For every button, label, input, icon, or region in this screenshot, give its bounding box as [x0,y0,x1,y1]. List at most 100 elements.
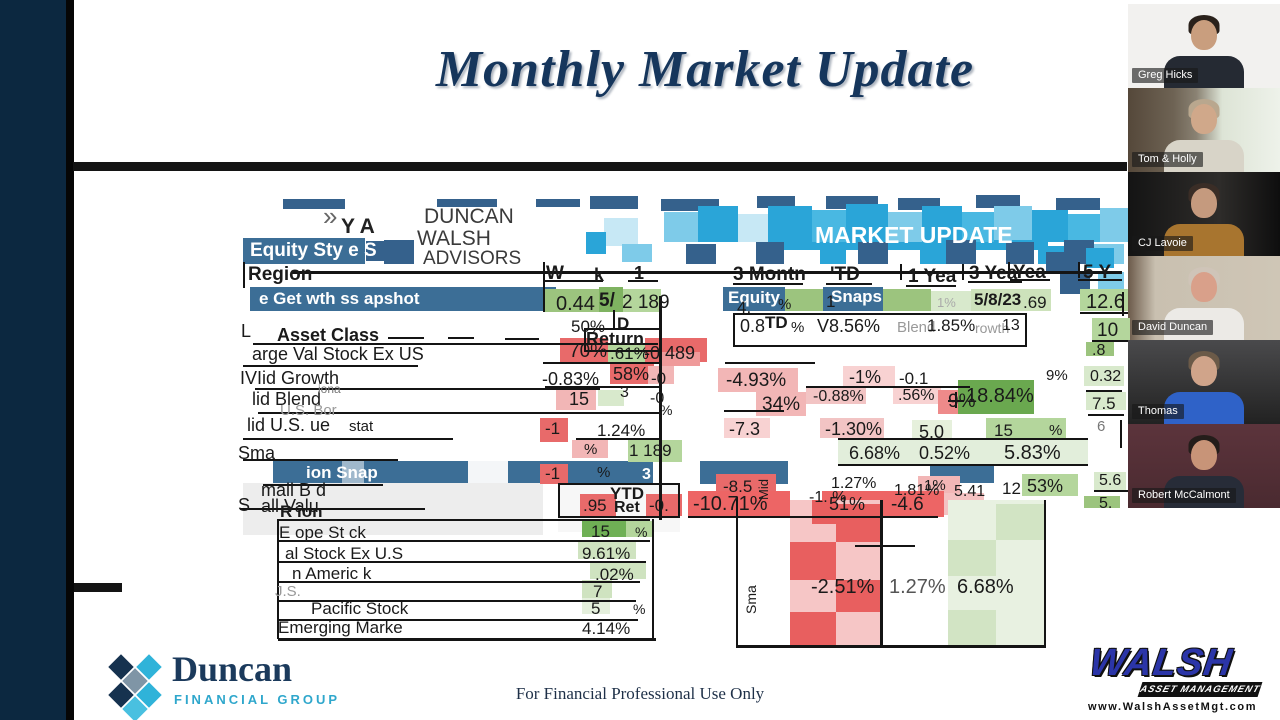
glitch-block [1068,214,1102,242]
glitch-text-fragment: 7 [593,582,603,601]
table-border-line [558,516,680,518]
glitch-block [986,418,1066,440]
glitch-text-fragment: 13 [1002,317,1020,334]
glitch-block [836,504,882,542]
video-thumbnail[interactable]: Tom & Holly [1128,88,1280,172]
glitch-text-fragment: stat [349,418,374,435]
glitch-text-fragment: 9% [948,391,976,412]
glitch-text-fragment: -0 489 [644,343,696,363]
footer-disclaimer: For Financial Professional Use Only [515,684,765,703]
table-border-line [906,285,956,287]
table-border-line [1025,313,1027,347]
table-border-line [660,328,662,352]
glitch-block [846,204,888,244]
glitch-text-fragment: 1 Yea [908,266,957,287]
glitch-block [580,494,616,516]
table-border-line [255,388,600,390]
table-border-line [628,280,658,282]
glitch-text-fragment: -0.83% [542,369,600,389]
table-border-line [733,313,1027,315]
table-border-line [678,483,680,516]
glitch-block [948,540,996,576]
video-thumbnail[interactable]: Robert McCalmont [1128,424,1280,508]
glitch-block [250,287,556,311]
glitch-text-fragment: 5.41 [954,483,986,500]
glitch-text-fragment: .61% [610,344,649,363]
glitch-block [723,287,785,311]
table-border-line [1120,420,1122,448]
glitch-text-fragment: .69 [1023,293,1047,312]
glitch-text-fragment: iona [318,382,341,396]
glitch-block [540,464,568,484]
glitch-block [598,390,624,406]
table-border-line [652,519,654,639]
glitch-block [994,206,1032,240]
glitch-block [1032,210,1068,242]
glitch-text-fragment: Pacific Stock [311,599,409,618]
glitch-text-fragment: TD [765,313,788,332]
glitch-block [946,240,976,264]
table-border-line [278,561,646,563]
glitch-block [1084,496,1120,508]
table-border-line [880,500,883,646]
glitch-block [646,494,682,516]
glitch-block [468,461,508,484]
duncan-logo-name: Duncan [172,649,293,689]
glitch-block [888,212,922,242]
table-border-line [725,362,815,364]
glitch-block [1086,248,1114,268]
glitch-block [931,291,971,311]
video-thumbnail[interactable]: Greg Hicks [1128,4,1280,88]
table-border-line [258,412,558,414]
glitch-block [1086,342,1114,356]
table-border-line [558,483,680,485]
glitch-text-fragment: -1 [545,464,561,483]
table-border-line [736,645,1046,648]
glitch-text-fragment: 5.6 [1099,472,1122,489]
glitch-text-fragment: L [241,321,252,341]
glitch-text-fragment: 2 189 [622,292,670,313]
table-border-line [586,328,662,330]
table-border-line [448,337,474,339]
glitch-text-fragment: 1 [826,292,836,311]
glitch-text-fragment: Snaps [831,287,883,306]
walsh-logo-url: www.WalshAssetMgt.com [1088,701,1258,713]
glitch-block [437,199,497,207]
glitch-text-fragment: 53% [1027,476,1064,496]
glitch-block [893,388,941,404]
glitch-text-fragment: % [778,296,792,313]
table-border-line [826,283,872,285]
participant-name: Tom & Holly [1132,152,1203,167]
glitch-text-fragment: % [635,524,648,540]
glitch-text-fragment: 5/8/23 [974,290,1022,309]
glitch-text-fragment: -0 [651,369,667,388]
table-border-line [278,581,640,583]
glitch-text-fragment: Asset Class [277,325,380,345]
table-border-line [1010,279,1050,281]
table-border-line [505,338,539,340]
glitch-text-fragment: J.S. [275,583,301,600]
participant-name: Thomas [1132,404,1184,419]
table-border-line [243,459,398,461]
glitch-block [812,210,846,242]
glitch-text-fragment: 18.84% [966,385,1034,407]
glitch-text-fragment: 5 [591,599,601,618]
video-thumbnail[interactable]: CJ Lavoie [1128,172,1280,256]
glitch-block [962,212,994,242]
glitch-text-fragment: 1.27% [831,475,877,492]
glitch-text-fragment: R ion [280,502,323,521]
glitch-text-fragment: k [594,265,605,285]
glitch-text-fragment: 1.24% [597,421,646,440]
glitch-block [971,289,1051,311]
glitch-block [342,461,364,484]
glitch-block [1100,208,1128,242]
glitch-block [756,392,806,416]
glitch-text-fragment: -4.6 [891,494,924,515]
table-border-line [278,519,650,521]
video-thumbnail[interactable]: Thomas [1128,340,1280,424]
video-thumbnail[interactable]: David Duncan [1128,256,1280,340]
glitch-text-fragment: lid Blend [252,389,322,409]
table-border-line [543,362,661,364]
